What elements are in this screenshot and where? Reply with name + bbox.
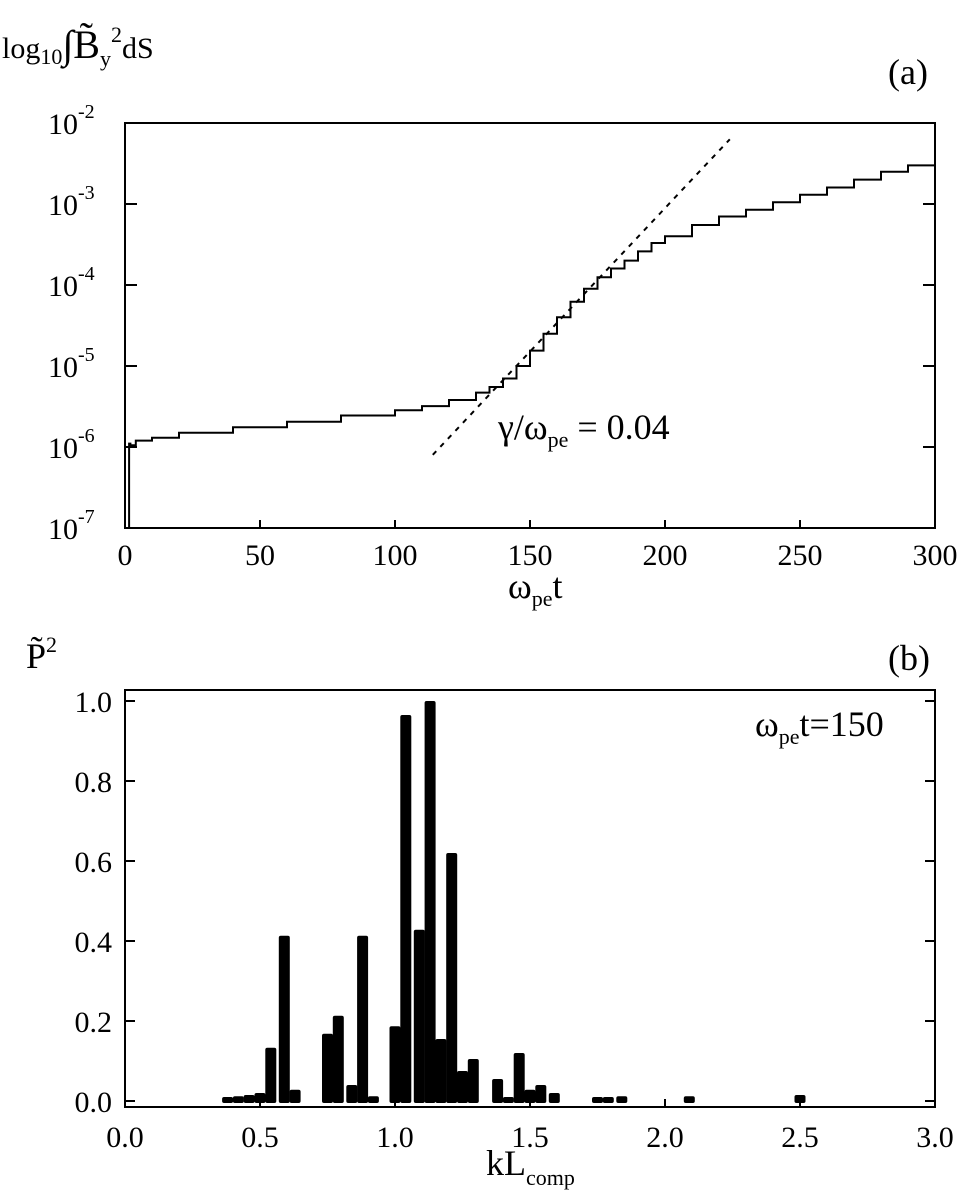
panel-b-bar bbox=[254, 1093, 266, 1103]
panel-b-bar bbox=[346, 1085, 358, 1103]
panel-b-bars bbox=[222, 701, 806, 1103]
panel-b-y-tick-labels: 0.0 0.2 0.4 0.6 0.8 1.0 bbox=[75, 686, 113, 1119]
panel-b-bar bbox=[265, 1047, 277, 1103]
panel-b-x-tick-label: 1.5 bbox=[511, 1121, 549, 1154]
panel-a-y-tick-labels: 10-7 10-6 10-5 10-4 10-3 10-2 bbox=[48, 101, 95, 546]
panel-b-bar bbox=[602, 1097, 614, 1103]
panel-b-bar bbox=[535, 1085, 547, 1103]
panel-b-x-tick-label: 0.5 bbox=[241, 1121, 279, 1154]
panel-b-frame bbox=[124, 689, 936, 1108]
panel-b-bar bbox=[467, 1059, 479, 1103]
panel-b-bar bbox=[400, 715, 412, 1103]
panel-b-ylabel: P̃2 bbox=[26, 632, 57, 676]
panel-b: P̃2 (b) 0.0 0.5 1.0 1.5 2.0 2.5 3.0 0.00.20.40… bbox=[26, 632, 954, 1190]
panel-a-y-tick-label: 10-5 bbox=[48, 344, 95, 384]
panel-a-x-tick-label: 150 bbox=[508, 539, 553, 572]
panel-b-y-tick-label: 0.4 bbox=[75, 926, 113, 959]
panel-b-bar bbox=[389, 1026, 401, 1103]
panel-b-bar bbox=[592, 1097, 603, 1103]
panel-b-bar bbox=[502, 1097, 514, 1103]
panel-b-bar bbox=[332, 1015, 344, 1103]
panel-b-bar bbox=[243, 1095, 255, 1103]
panel-b-bar bbox=[289, 1089, 301, 1103]
panel-b-annotation: ωpet=150 bbox=[755, 704, 884, 749]
panel-b-bar bbox=[513, 1053, 525, 1103]
panel-b-bar bbox=[548, 1093, 560, 1103]
panel-b-x-tick-label: 0.0 bbox=[106, 1121, 144, 1154]
panel-b-bar bbox=[683, 1096, 695, 1103]
panel-b-bar bbox=[524, 1089, 536, 1103]
panel-b-y-tick-label: 0.6 bbox=[75, 846, 113, 879]
panel-b-xlabel: kLcomp bbox=[486, 1143, 575, 1190]
panel-b-y-tick-label: 0.2 bbox=[75, 1006, 113, 1039]
panel-b-x-tick-labels: 0.0 0.5 1.0 1.5 2.0 2.5 3.0 bbox=[106, 1121, 954, 1154]
panel-a-tag: (a) bbox=[888, 52, 928, 92]
panel-b-bar bbox=[222, 1097, 234, 1103]
panel-a-x-tick-label: 200 bbox=[643, 539, 688, 572]
panel-a-y-tick-label: 10-4 bbox=[48, 263, 95, 303]
panel-a-ticks bbox=[124, 122, 936, 529]
panel-a-x-tick-label: 0 bbox=[118, 539, 133, 572]
panel-b-bar bbox=[367, 1096, 379, 1103]
panel-b-y-tick-label: 1.0 bbox=[75, 686, 113, 719]
panel-b-y-tick-label: 0.0 bbox=[75, 1086, 113, 1119]
panel-b-ticks bbox=[124, 700, 936, 1107]
panel-a-x-tick-label: 50 bbox=[245, 539, 275, 572]
panel-b-bar bbox=[424, 701, 436, 1103]
panel-a: log10∫B̃y2dS (a) 0 50 100 150 200 250 300 10-7… bbox=[2, 22, 958, 611]
panel-a-x-tick-label: 300 bbox=[913, 539, 958, 572]
panel-a-data-line bbox=[125, 157, 936, 529]
panel-b-bar bbox=[446, 853, 458, 1103]
panel-b-bar bbox=[413, 929, 425, 1103]
panel-a-y-tick-label: 10-2 bbox=[48, 101, 95, 141]
panel-b-tag: (b) bbox=[888, 638, 930, 678]
panel-a-x-tick-label: 100 bbox=[373, 539, 418, 572]
panel-b-x-tick-label: 1.0 bbox=[376, 1121, 414, 1154]
panel-b-bar bbox=[457, 1071, 468, 1103]
panel-b-bar bbox=[616, 1096, 628, 1103]
panel-b-bar bbox=[322, 1033, 333, 1103]
panel-b-bar bbox=[278, 935, 290, 1103]
panel-a-x-tick-label: 250 bbox=[778, 539, 823, 572]
panel-a-y-tick-label: 10-7 bbox=[48, 506, 95, 546]
panel-b-bar bbox=[435, 1039, 447, 1103]
panel-b-x-tick-label: 3.0 bbox=[916, 1121, 954, 1154]
panel-a-annotation: γ/ωpe = 0.04 bbox=[497, 407, 670, 452]
panel-b-bar bbox=[492, 1079, 504, 1103]
panel-a-x-tick-labels: 0 50 100 150 200 250 300 bbox=[118, 539, 958, 572]
panel-a-ylabel: log10∫B̃y2dS bbox=[2, 22, 154, 71]
panel-a-y-tick-label: 10-3 bbox=[48, 182, 95, 222]
panel-b-x-tick-label: 2.5 bbox=[781, 1121, 819, 1154]
panel-a-y-tick-label: 10-6 bbox=[48, 425, 95, 465]
panel-b-y-tick-label: 0.8 bbox=[75, 766, 113, 799]
panel-a-xlabel: ωpet bbox=[508, 566, 562, 611]
panel-b-bar bbox=[232, 1096, 244, 1103]
panel-b-x-tick-label: 2.0 bbox=[646, 1121, 684, 1154]
panel-b-bar bbox=[357, 935, 369, 1103]
panel-a-frame bbox=[124, 122, 936, 529]
